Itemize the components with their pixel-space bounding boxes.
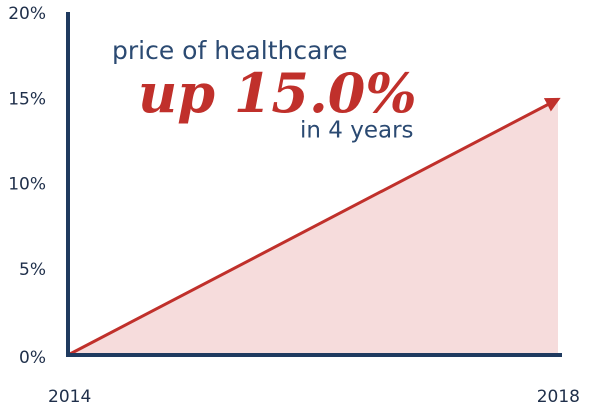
y-tick-label: 15%	[8, 89, 46, 109]
annotation: price of healthcare	[112, 36, 348, 65]
annotation-headline: up 15.0%	[138, 61, 417, 125]
y-tick-label: 10%	[8, 175, 46, 195]
y-tick-label: 0%	[19, 348, 46, 368]
y-tick-label: 5%	[19, 260, 46, 280]
annotation: in 4 years	[300, 118, 414, 144]
plot-area	[67, 97, 561, 357]
y-tick-label: 20%	[8, 4, 46, 24]
line	[67, 97, 561, 357]
x-tick-label: 2018	[537, 387, 580, 407]
x-tick-label: 2014	[48, 387, 91, 407]
